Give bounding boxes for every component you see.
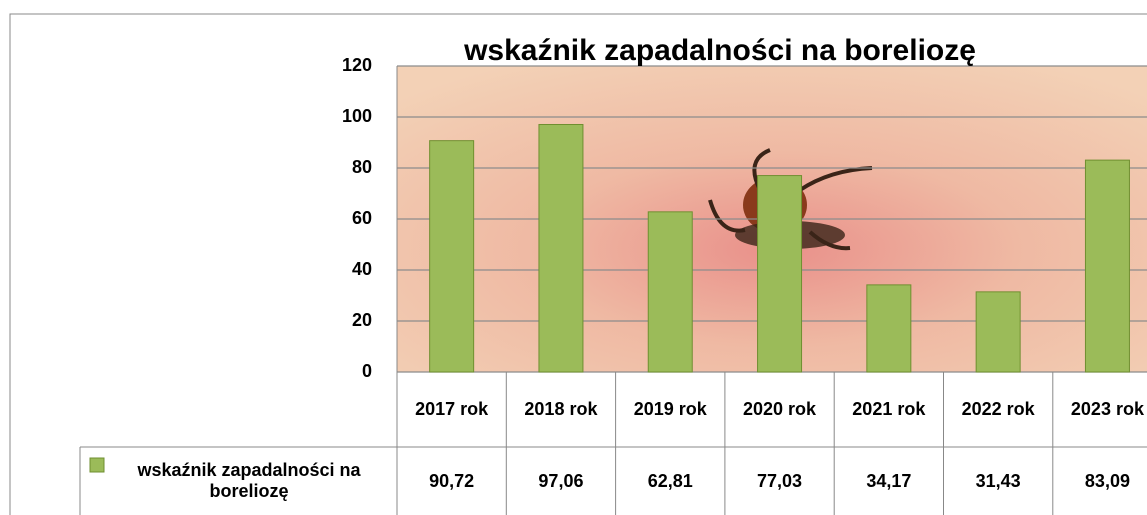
data-table-value: 31,43 (944, 447, 1053, 515)
data-table-value-cell: 31,43 (944, 447, 1053, 515)
x-tick-label-cell: 2023 rok (1053, 372, 1147, 447)
x-tick-label: 2020 rok (725, 372, 834, 447)
data-table-value-cell: 77,03 (725, 447, 834, 515)
data-table-value: 97,06 (506, 447, 615, 515)
data-table-value: 90,72 (397, 447, 506, 515)
x-tick-label-cell: 2021 rok (834, 372, 943, 447)
data-table-value: 77,03 (725, 447, 834, 515)
y-tick-label: 120 (342, 55, 372, 75)
x-tick-label: 2021 rok (834, 372, 943, 447)
data-table-value: 62,81 (616, 447, 725, 515)
bar (867, 285, 911, 372)
bar (539, 124, 583, 372)
bar (648, 212, 692, 372)
y-tick-label: 0 (362, 361, 372, 381)
data-table-value: 83,09 (1053, 447, 1147, 515)
bar (976, 292, 1020, 372)
y-tick-label: 20 (352, 310, 372, 330)
x-tick-label: 2017 rok (397, 372, 506, 447)
chart-title: wskaźnik zapadalności na boreliozę (463, 34, 976, 67)
bar (1085, 160, 1129, 372)
y-tick-label: 80 (352, 157, 372, 177)
x-tick-label: 2022 rok (944, 372, 1053, 447)
x-tick-label: 2018 rok (506, 372, 615, 447)
data-table-value-cell: 34,17 (834, 447, 943, 515)
bar (430, 141, 474, 372)
legend-swatch (90, 458, 104, 472)
bar (758, 176, 802, 372)
chart: wskaźnik zapadalności na boreliozę wskaź… (0, 0, 1147, 515)
y-tick-label: 60 (352, 208, 372, 228)
data-table-value: 34,17 (834, 447, 943, 515)
data-table-value-cell: 83,09 (1053, 447, 1147, 515)
data-table-value-cell: 97,06 (506, 447, 615, 515)
x-tick-label-cell: 2019 rok (616, 372, 725, 447)
x-tick-label-cell: 2018 rok (506, 372, 615, 447)
y-tick-label: 100 (342, 106, 372, 126)
data-table-value-cell: 90,72 (397, 447, 506, 515)
legend-cell: wskaźnik zapadalności na boreliozę (104, 449, 394, 513)
legend-label: wskaźnik zapadalności na boreliozę (104, 449, 394, 513)
x-tick-label-cell: 2022 rok (944, 372, 1053, 447)
data-table-value-cell: 62,81 (616, 447, 725, 515)
y-tick-label: 40 (352, 259, 372, 279)
x-tick-label: 2019 rok (616, 372, 725, 447)
x-tick-label-cell: 2020 rok (725, 372, 834, 447)
x-tick-label: 2023 rok (1053, 372, 1147, 447)
x-tick-label-cell: 2017 rok (397, 372, 506, 447)
